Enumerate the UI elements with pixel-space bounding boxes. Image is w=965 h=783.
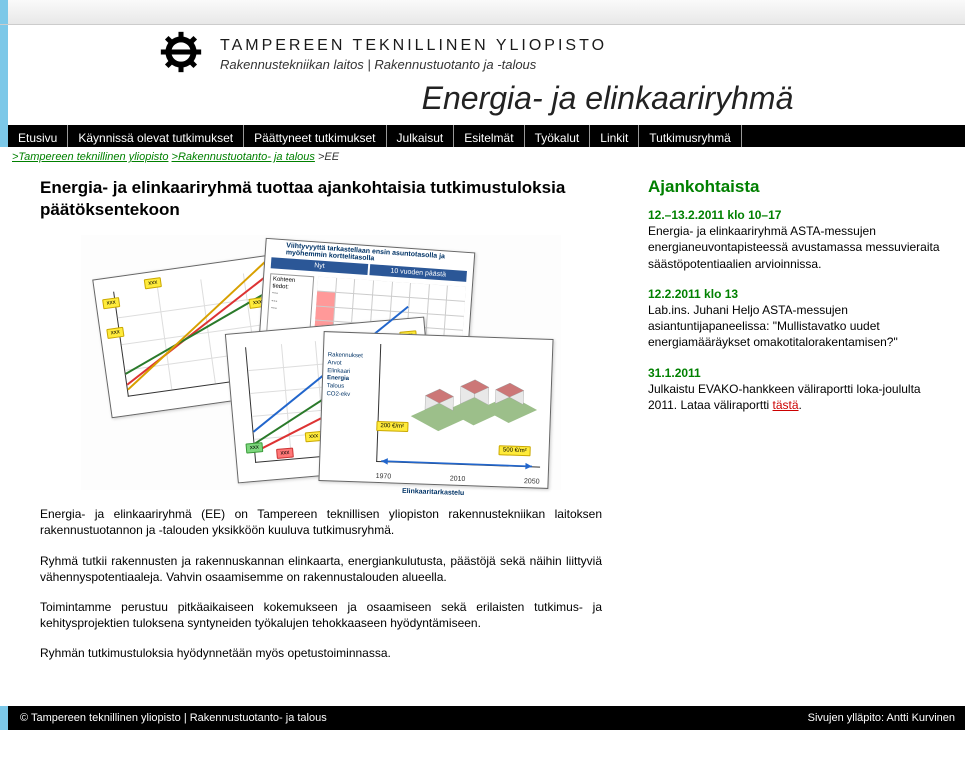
news-body: Lab.ins. Juhani Heljo ASTA-messujen asia…	[648, 303, 898, 349]
header: TAMPEREEN TEKNILLINEN YLIOPISTO Rakennus…	[0, 25, 965, 125]
group-title: Energia- ja elinkaariryhmä	[250, 80, 965, 117]
news-item: 12.2.2011 klo 13 Lab.ins. Juhani Heljo A…	[648, 286, 943, 351]
university-name: TAMPEREEN TEKNILLINEN YLIOPISTO	[220, 37, 965, 55]
sidebar: Ajankohtaista 12.–13.2.2011 klo 10–17 En…	[622, 171, 953, 676]
collage-c4-side: RakennuksetArvotElinkaariEnergiaTalousCO…	[326, 352, 376, 400]
footer-right: Sivujen ylläpito: Antti Kurvinen	[808, 712, 955, 724]
accent-stripe	[0, 25, 8, 125]
paragraph-1: Energia- ja elinkaariryhmä (EE) on Tampe…	[40, 506, 602, 538]
nav-tutkimusryhma[interactable]: Tutkimusryhmä	[639, 125, 742, 147]
isometric-buildings-icon	[403, 367, 545, 442]
news-body: Energia- ja elinkaariryhmä ASTA-messujen…	[648, 224, 940, 270]
collage-chart-4: RakennuksetArvotElinkaariEnergiaTalousCO…	[318, 331, 553, 489]
accent-stripe	[0, 706, 8, 730]
paragraph-4: Ryhmän tutkimustuloksia hyödynnetään myö…	[40, 645, 602, 661]
hero-collage: xxx xxx xxx xxx xxx xxx Viihtyvyyttä tar…	[81, 235, 561, 490]
paragraph-3: Toimintamme perustuu pitkäaikaiseen koke…	[40, 599, 602, 631]
nav-linkit[interactable]: Linkit	[590, 125, 639, 147]
main-nav: Etusivu Käynnissä olevat tutkimukset Pää…	[0, 125, 965, 147]
logo-gear-icon	[160, 31, 202, 76]
department-name: Rakennustekniikan laitos | Rakennustuota…	[220, 57, 965, 72]
page-title: Energia- ja elinkaariryhmä tuottaa ajank…	[40, 177, 602, 221]
sidebar-title: Ajankohtaista	[648, 177, 943, 197]
top-bar	[0, 0, 965, 25]
breadcrumb: >Tampereen teknillinen yliopisto >Rakenn…	[0, 147, 965, 165]
news-date: 31.1.2011	[648, 366, 701, 380]
nav-paattyneet[interactable]: Päättyneet tutkimukset	[244, 125, 386, 147]
main-column: Energia- ja elinkaariryhmä tuottaa ajank…	[12, 171, 622, 676]
content-area: Energia- ja elinkaariryhmä tuottaa ajank…	[0, 165, 965, 706]
accent-stripe	[0, 125, 8, 147]
breadcrumb-current: >EE	[318, 151, 339, 163]
nav-kaynnissa[interactable]: Käynnissä olevat tutkimukset	[68, 125, 244, 147]
footer-left: © Tampereen teknillinen yliopisto | Rake…	[20, 712, 327, 724]
nav-esitelmat[interactable]: Esitelmät	[454, 125, 524, 147]
news-item: 12.–13.2.2011 klo 10–17 Energia- ja elin…	[648, 207, 943, 272]
collage-c4-x2: 2010	[450, 476, 466, 484]
breadcrumb-link-1[interactable]: >Tampereen teknillinen yliopisto	[12, 151, 168, 163]
footer: © Tampereen teknillinen yliopisto | Rake…	[0, 706, 965, 730]
news-tail: .	[799, 398, 802, 412]
nav-etusivu[interactable]: Etusivu	[8, 125, 68, 147]
collage-c4-x1: 1970	[376, 473, 392, 481]
collage-c4-xlabel: Elinkaaritarkastelu	[319, 485, 547, 500]
news-date: 12.2.2011 klo 13	[648, 287, 738, 301]
breadcrumb-link-2[interactable]: >Rakennustuotanto- ja talous	[172, 151, 315, 163]
nav-julkaisut[interactable]: Julkaisut	[387, 125, 455, 147]
paragraph-2: Ryhmä tutkii rakennusten ja rakennuskann…	[40, 553, 602, 585]
news-download-link[interactable]: tästä	[773, 398, 799, 412]
collage-c4-x3: 2050	[524, 478, 540, 486]
nav-tyokalut[interactable]: Työkalut	[525, 125, 591, 147]
news-item: 31.1.2011 Julkaistu EVAKO-hankkeen välir…	[648, 365, 943, 414]
news-date: 12.–13.2.2011 klo 10–17	[648, 208, 781, 222]
accent-stripe	[0, 0, 8, 24]
